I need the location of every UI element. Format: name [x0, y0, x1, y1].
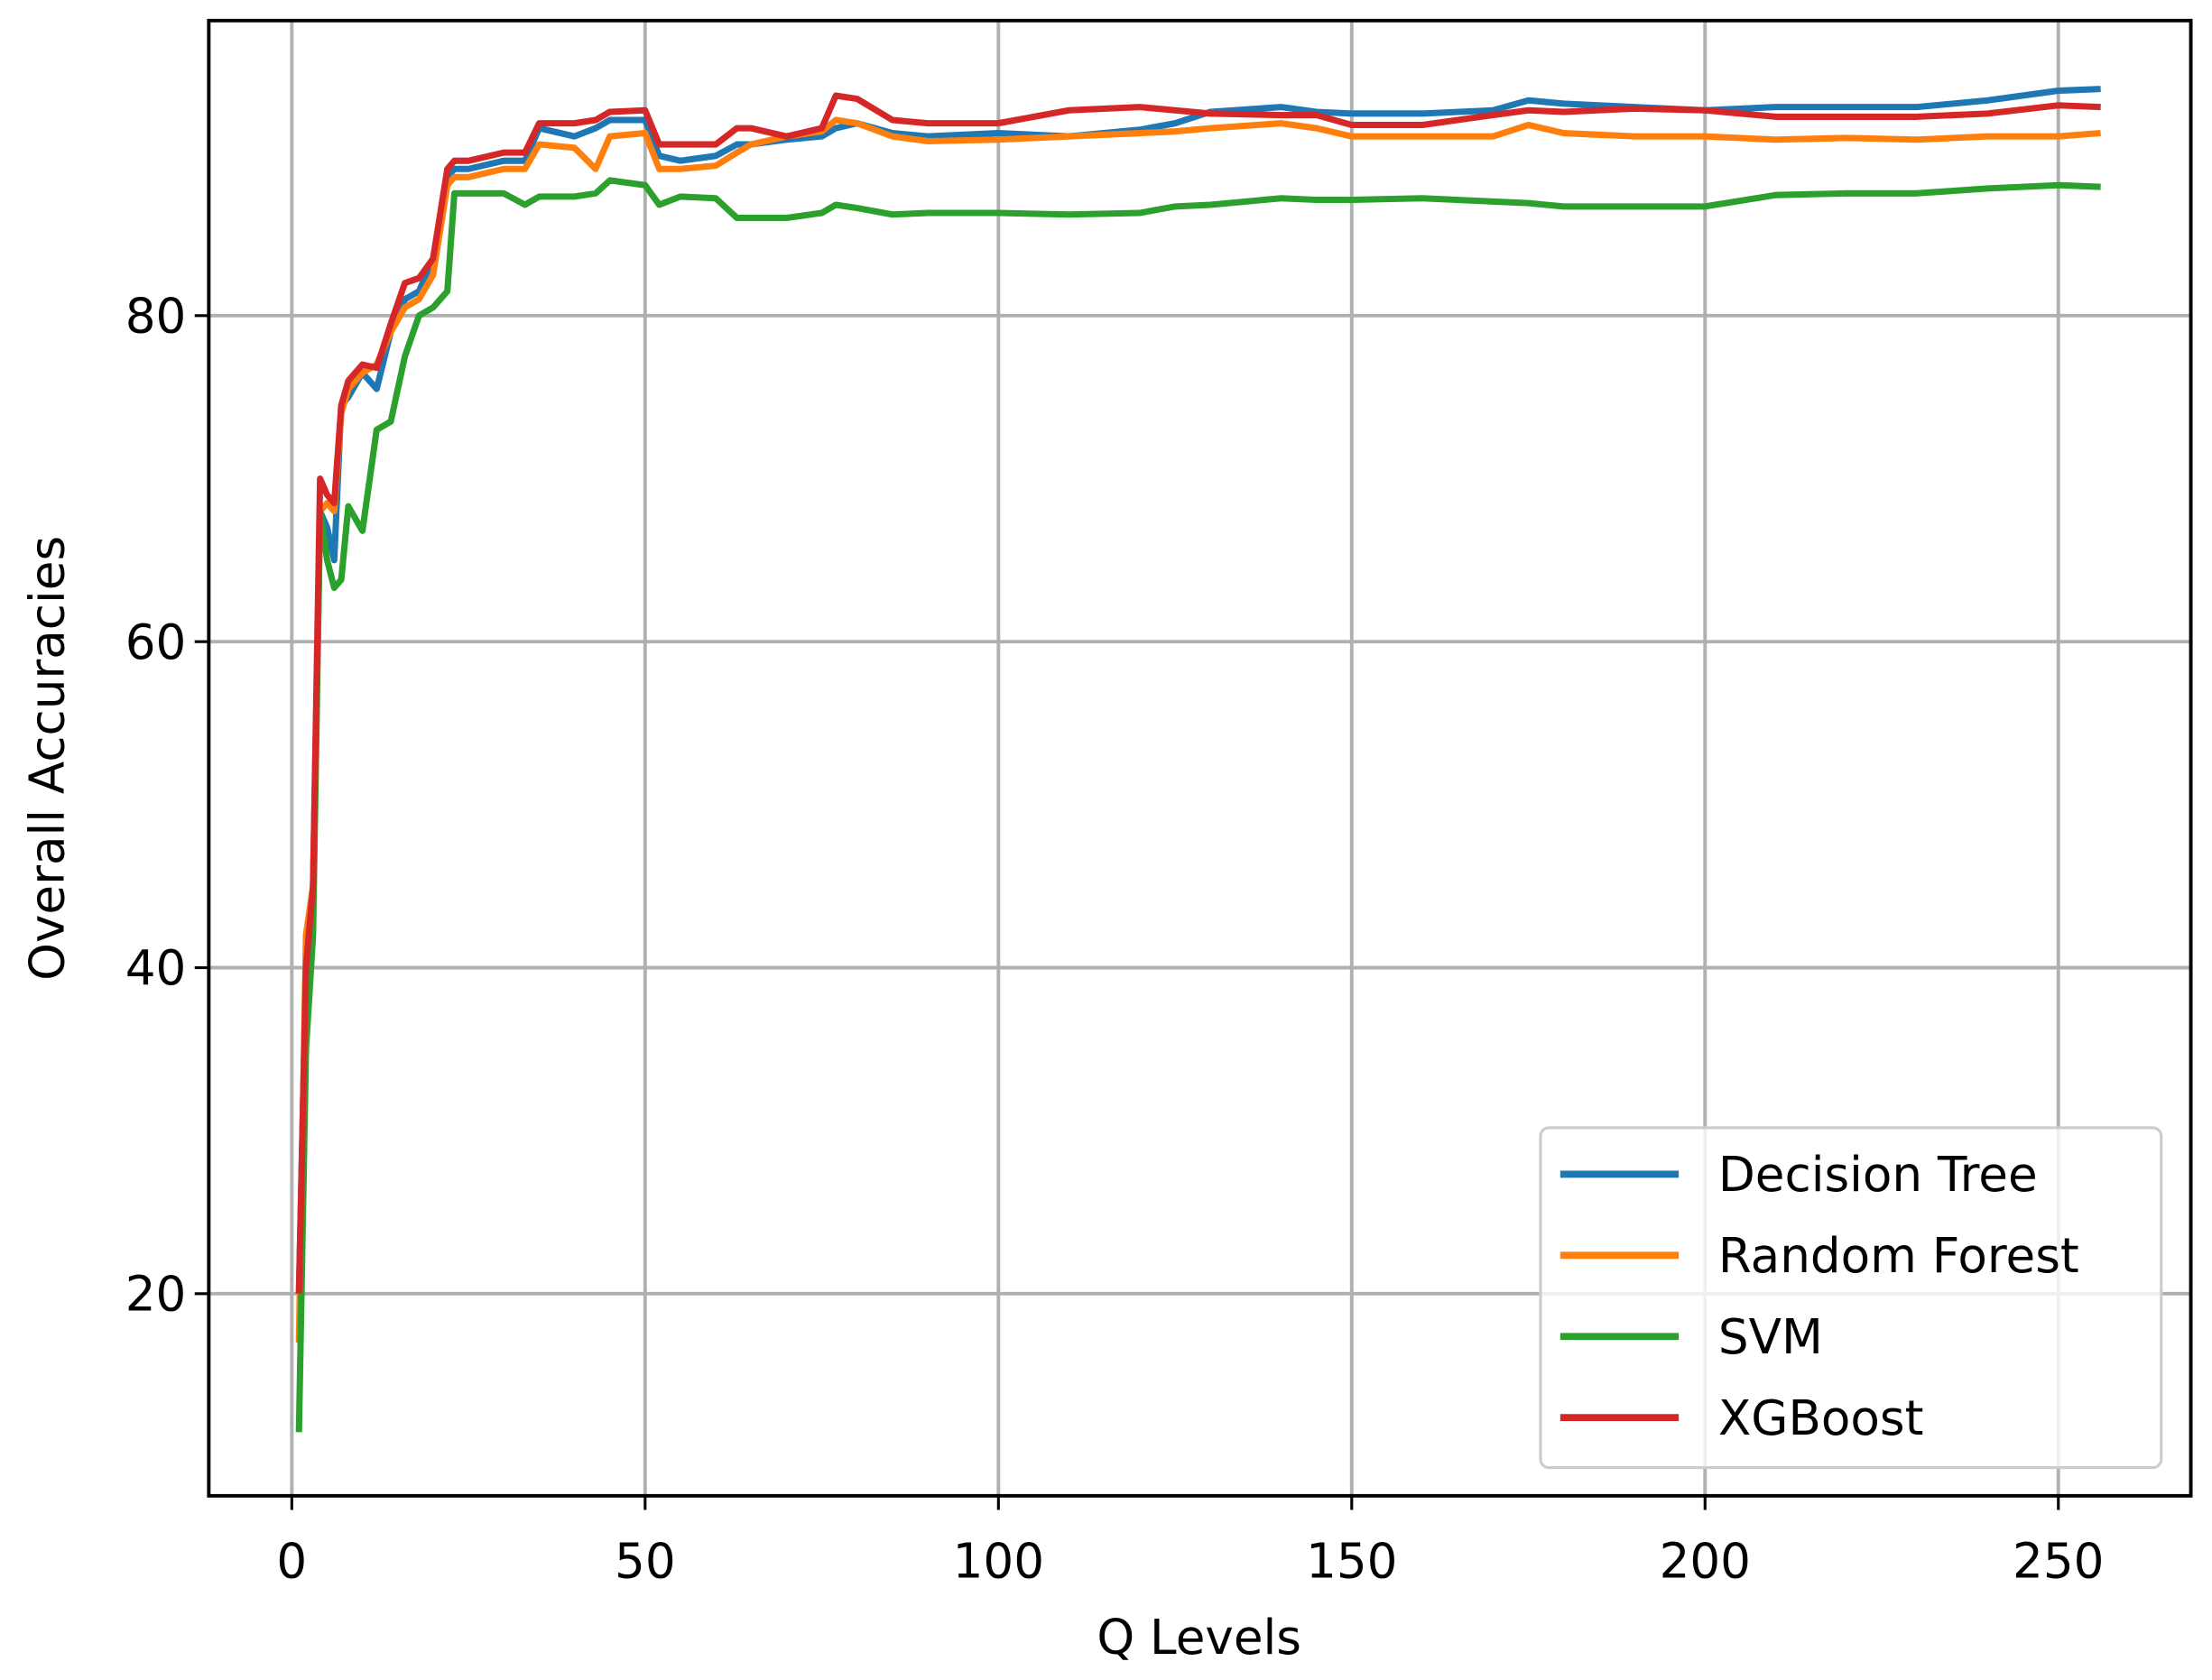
x-tick-label: 100	[953, 1534, 1044, 1590]
x-axis-label: Q Levels	[1097, 1610, 1301, 1666]
series-line	[295, 86, 2101, 1294]
y-tick-label: 80	[125, 289, 187, 345]
x-tick-label: 150	[1306, 1534, 1397, 1590]
grid	[208, 20, 2191, 1496]
plot-frame	[207, 18, 2193, 1498]
legend-label: Decision Tree	[1718, 1147, 2038, 1203]
y-axis-label: Overall Accuracies	[19, 536, 75, 981]
y-tick-label: 40	[125, 940, 187, 996]
y-tick-label: 20	[125, 1267, 187, 1323]
legend-label: Random Forest	[1718, 1228, 2079, 1284]
lines	[295, 86, 2101, 1433]
x-tick-label: 250	[2013, 1534, 2104, 1590]
series-line	[295, 177, 2101, 1433]
legend-label: SVM	[1718, 1309, 1823, 1365]
legend: Decision Tree Random Forest SVM XGBoost	[1539, 1126, 2163, 1470]
x-tick-label: 200	[1660, 1534, 1751, 1590]
series-line	[295, 92, 2101, 1294]
x-tick-label: 0	[276, 1534, 307, 1590]
ticks: 0 50 100 150 200 250 20 40 60 80	[125, 289, 2105, 1590]
legend-box	[1539, 1126, 2163, 1470]
x-tick-label: 50	[615, 1534, 676, 1590]
legend-label: XGBoost	[1718, 1390, 1924, 1446]
y-tick-label: 60	[125, 614, 187, 670]
